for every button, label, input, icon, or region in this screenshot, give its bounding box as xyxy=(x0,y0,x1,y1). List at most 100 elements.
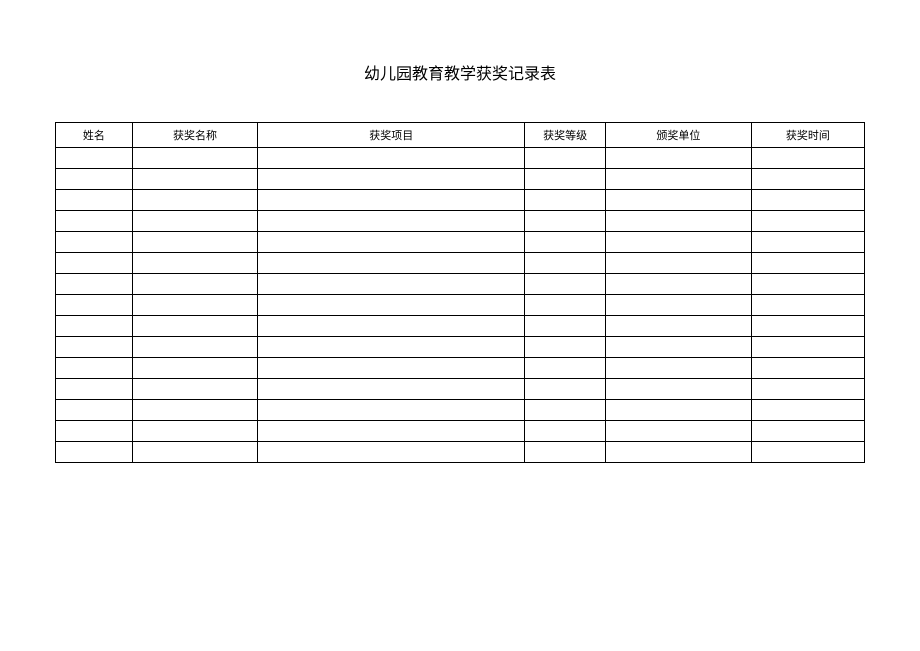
cell xyxy=(751,316,864,337)
table-row xyxy=(56,379,865,400)
cell xyxy=(56,295,133,316)
cell xyxy=(56,316,133,337)
cell xyxy=(525,211,606,232)
cell xyxy=(525,232,606,253)
cell xyxy=(606,337,752,358)
cell xyxy=(606,274,752,295)
cell xyxy=(525,190,606,211)
cell xyxy=(606,400,752,421)
cell xyxy=(606,442,752,463)
cell xyxy=(606,358,752,379)
cell xyxy=(132,379,257,400)
cell xyxy=(606,190,752,211)
table-row xyxy=(56,169,865,190)
cell xyxy=(258,400,525,421)
table-row xyxy=(56,148,865,169)
cell xyxy=(525,358,606,379)
cell xyxy=(606,148,752,169)
cell xyxy=(525,295,606,316)
cell xyxy=(56,421,133,442)
cell xyxy=(258,421,525,442)
table-row xyxy=(56,400,865,421)
table-body xyxy=(56,148,865,463)
cell xyxy=(258,379,525,400)
cell xyxy=(132,169,257,190)
cell xyxy=(132,190,257,211)
cell xyxy=(606,316,752,337)
cell xyxy=(751,379,864,400)
cell xyxy=(751,190,864,211)
cell xyxy=(258,316,525,337)
cell xyxy=(132,295,257,316)
cell xyxy=(258,442,525,463)
cell xyxy=(525,169,606,190)
cell xyxy=(56,190,133,211)
cell xyxy=(606,421,752,442)
award-record-table: 姓名 获奖名称 获奖项目 获奖等级 颁奖单位 获奖时间 xyxy=(55,122,865,463)
table-row xyxy=(56,295,865,316)
cell xyxy=(258,148,525,169)
cell xyxy=(525,316,606,337)
cell xyxy=(258,253,525,274)
page-title: 幼儿园教育教学获奖记录表 xyxy=(55,60,865,84)
cell xyxy=(132,337,257,358)
cell xyxy=(525,421,606,442)
cell xyxy=(258,190,525,211)
col-header-time: 获奖时间 xyxy=(751,123,864,148)
page-container: 幼儿园教育教学获奖记录表 姓名 获奖名称 获奖项目 获奖等级 颁奖单位 获奖时间 xyxy=(0,0,920,463)
cell xyxy=(56,274,133,295)
cell xyxy=(56,232,133,253)
table-row xyxy=(56,274,865,295)
col-header-name: 姓名 xyxy=(56,123,133,148)
cell xyxy=(56,358,133,379)
cell xyxy=(132,400,257,421)
cell xyxy=(258,274,525,295)
cell xyxy=(751,295,864,316)
cell xyxy=(56,169,133,190)
cell xyxy=(751,421,864,442)
table-row xyxy=(56,253,865,274)
cell xyxy=(751,358,864,379)
table-header: 姓名 获奖名称 获奖项目 获奖等级 颁奖单位 获奖时间 xyxy=(56,123,865,148)
table-row xyxy=(56,421,865,442)
cell xyxy=(606,232,752,253)
table-header-row: 姓名 获奖名称 获奖项目 获奖等级 颁奖单位 获奖时间 xyxy=(56,123,865,148)
cell xyxy=(258,295,525,316)
cell xyxy=(132,421,257,442)
table-row xyxy=(56,190,865,211)
cell xyxy=(751,400,864,421)
cell xyxy=(751,337,864,358)
cell xyxy=(56,400,133,421)
table-row xyxy=(56,337,865,358)
table-row xyxy=(56,232,865,253)
cell xyxy=(132,253,257,274)
cell xyxy=(56,379,133,400)
cell xyxy=(132,316,257,337)
cell xyxy=(132,442,257,463)
col-header-unit: 颁奖单位 xyxy=(606,123,752,148)
cell xyxy=(751,274,864,295)
cell xyxy=(56,253,133,274)
cell xyxy=(751,232,864,253)
cell xyxy=(258,337,525,358)
cell xyxy=(525,400,606,421)
table-row xyxy=(56,358,865,379)
cell xyxy=(525,379,606,400)
cell xyxy=(56,442,133,463)
table-row xyxy=(56,316,865,337)
table-row xyxy=(56,442,865,463)
cell xyxy=(751,211,864,232)
cell xyxy=(132,274,257,295)
cell xyxy=(751,253,864,274)
cell xyxy=(606,253,752,274)
cell xyxy=(132,358,257,379)
table-row xyxy=(56,211,865,232)
col-header-project: 获奖项目 xyxy=(258,123,525,148)
cell xyxy=(258,169,525,190)
cell xyxy=(258,211,525,232)
cell xyxy=(751,148,864,169)
cell xyxy=(525,442,606,463)
cell xyxy=(525,253,606,274)
cell xyxy=(56,337,133,358)
cell xyxy=(525,337,606,358)
